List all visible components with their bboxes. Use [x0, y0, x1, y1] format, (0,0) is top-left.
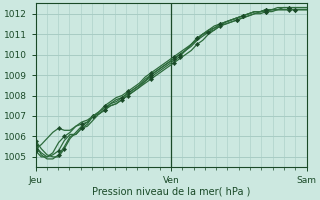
- X-axis label: Pression niveau de la mer( hPa ): Pression niveau de la mer( hPa ): [92, 187, 250, 197]
